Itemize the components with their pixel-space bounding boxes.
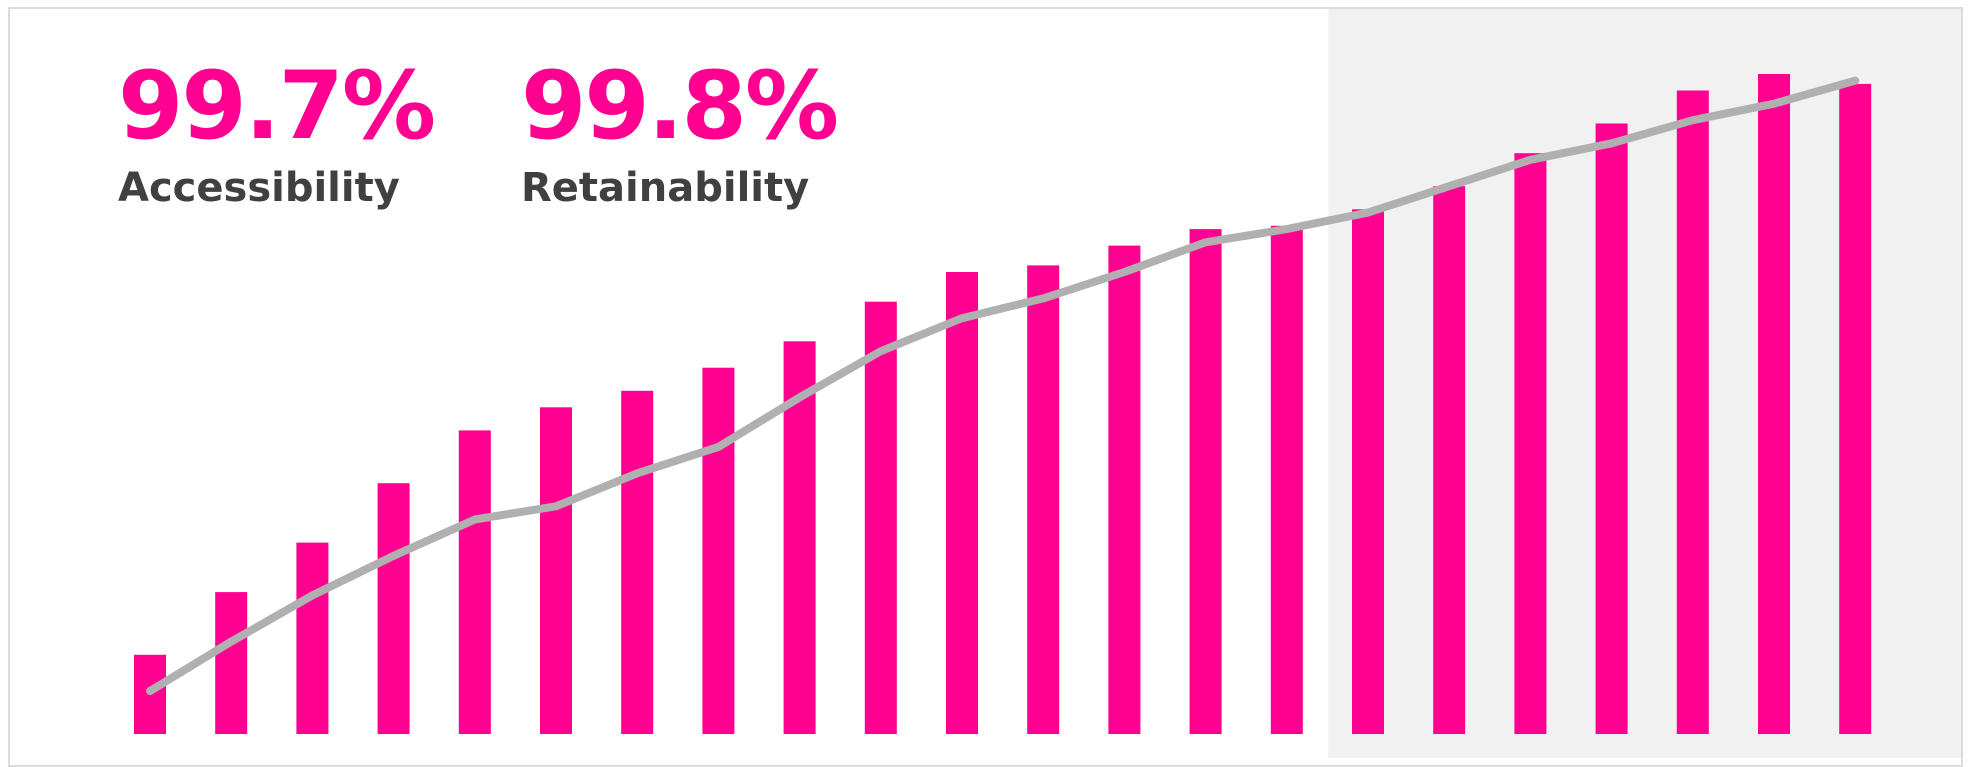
- kpi-retainability: 99.8% Retainability: [521, 52, 839, 211]
- trend-line: [146, 76, 1860, 696]
- bar-14: [1189, 229, 1222, 734]
- bar-series: [134, 74, 1872, 735]
- kpi-accessibility: 99.7% Accessibility: [118, 52, 436, 211]
- bar-4: [377, 483, 410, 734]
- bar-15: [1270, 225, 1303, 735]
- kpi-retainability-label: Retainability: [521, 165, 810, 211]
- bar-3: [296, 542, 329, 734]
- bar-12: [1027, 265, 1060, 734]
- bar-20: [1676, 90, 1709, 734]
- bar-18: [1514, 153, 1547, 734]
- bar-5: [458, 430, 491, 734]
- bar-19: [1595, 123, 1628, 734]
- bar-13: [1108, 245, 1141, 734]
- bar-6: [540, 407, 572, 734]
- kpi-accessibility-label: Accessibility: [118, 165, 400, 211]
- bar-8: [702, 367, 735, 734]
- bar-11: [946, 272, 978, 734]
- bar-10: [864, 301, 897, 734]
- kpi-accessibility-value: 99.7%: [118, 52, 436, 161]
- bar-21: [1758, 74, 1790, 734]
- kpi-retainability-value: 99.8%: [521, 52, 839, 161]
- bar-2: [215, 592, 248, 734]
- bar-22: [1839, 83, 1872, 734]
- bar-7: [621, 390, 654, 734]
- bar-16: [1352, 209, 1384, 735]
- bar-17: [1433, 186, 1466, 734]
